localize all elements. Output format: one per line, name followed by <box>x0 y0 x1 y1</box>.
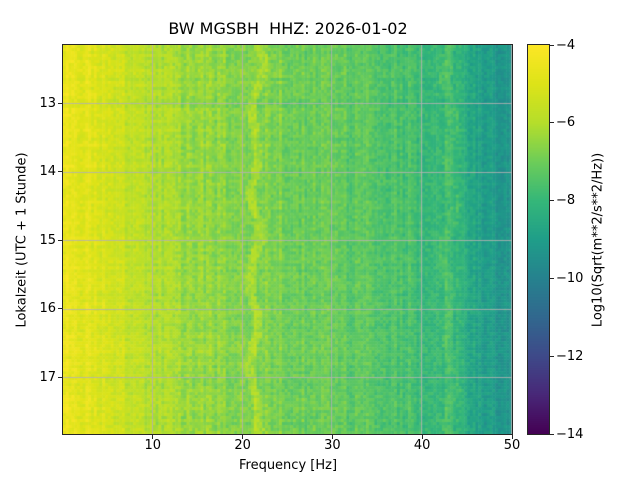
colorbar-tick-mark <box>550 433 554 435</box>
y-tick-mark <box>58 239 62 241</box>
x-tick-mark <box>242 435 244 439</box>
x-tick-label: 30 <box>324 438 341 453</box>
colorbar-tick-label: −4 <box>556 37 576 53</box>
colorbar-tick-mark <box>550 44 554 46</box>
x-tick-label: 40 <box>413 438 431 453</box>
x-tick-mark <box>152 435 154 439</box>
y-tick-label: 14 <box>39 164 56 180</box>
y-tick-label: 13 <box>39 95 56 111</box>
colorbar-label: Log10(Sqrt(m**2/s**2/Hz)) <box>590 152 606 328</box>
chart-title: BW MGSBH HHZ: 2026-01-02 <box>168 19 408 38</box>
x-tick-mark <box>421 435 423 439</box>
colorbar-tick-mark <box>550 277 554 279</box>
y-tick-mark <box>58 171 62 173</box>
colorbar-tick-label: −12 <box>556 348 584 364</box>
x-tick-label: 50 <box>503 438 521 453</box>
y-tick-label: 16 <box>39 301 56 317</box>
colorbar-tick-mark <box>550 122 554 124</box>
y-tick-label: 15 <box>39 232 56 248</box>
x-tick-mark <box>511 435 513 439</box>
colorbar-tick-mark <box>550 200 554 202</box>
spectrogram-heatmap <box>63 45 512 434</box>
colorbar-tick-label: −10 <box>556 270 584 286</box>
colorbar-tick-label: −8 <box>556 193 576 209</box>
y-tick-mark <box>58 308 62 310</box>
y-tick-mark <box>58 376 62 378</box>
colorbar-tick-mark <box>550 355 554 357</box>
x-tick-mark <box>331 435 333 439</box>
colorbar-gradient <box>528 45 549 434</box>
y-axis-label: Lokalzeit (UTC + 1 Stunde) <box>14 152 30 328</box>
y-tick-label: 17 <box>39 369 56 385</box>
colorbar-tick-label: −6 <box>556 115 576 131</box>
colorbar-tick-label: −14 <box>556 426 584 442</box>
x-tick-label: 20 <box>234 438 251 453</box>
x-axis-label: Frequency [Hz] <box>238 458 338 473</box>
y-tick-mark <box>58 102 62 104</box>
x-tick-label: 10 <box>144 438 162 453</box>
